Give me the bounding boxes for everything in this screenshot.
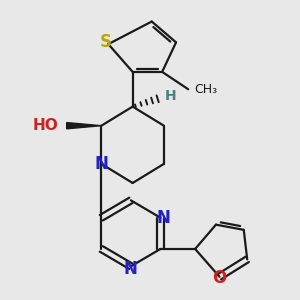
Text: N: N [94,155,108,173]
Text: S: S [100,33,112,51]
Text: N: N [124,260,138,278]
Text: O: O [212,269,226,287]
Text: H: H [165,89,176,103]
Text: CH₃: CH₃ [194,83,218,96]
Text: N: N [156,209,170,227]
Polygon shape [67,123,101,129]
Text: HO: HO [32,118,58,133]
